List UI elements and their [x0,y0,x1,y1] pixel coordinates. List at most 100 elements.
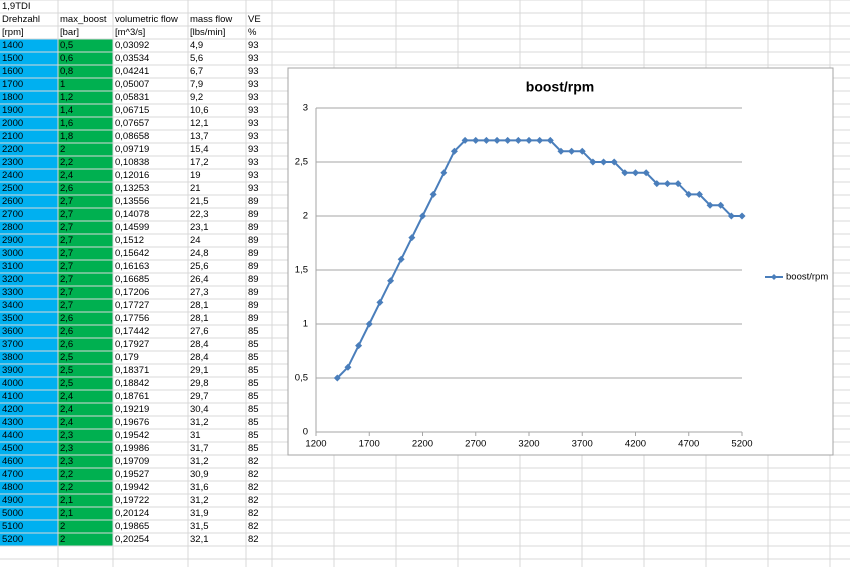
cell: 0,17442 [115,326,149,337]
data-point [621,169,629,177]
cell-fill [0,208,58,221]
data-point [514,136,522,144]
cell: 5,6 [190,53,203,64]
cell: 82 [248,521,259,532]
cell: 2,5 [60,352,73,363]
data-point [663,180,671,188]
cell: 93 [248,92,259,103]
cell: 27,3 [190,287,209,298]
cell-fill [58,364,113,377]
x-tick-label: 1700 [359,439,380,450]
y-tick-label: 2 [303,211,308,222]
cell: 4800 [2,482,23,493]
cell-fill [0,455,58,468]
cell: 1400 [2,40,23,51]
cell-fill [0,403,58,416]
cell-fill [58,338,113,351]
cell: 82 [248,534,259,545]
cell: 1,4 [60,105,73,116]
cell-fill [58,390,113,403]
data-point [461,136,469,144]
cell-fill [0,507,58,520]
cell-fill [58,130,113,143]
cell: 2500 [2,183,23,194]
cell: 93 [248,144,259,155]
cell: 0,05831 [115,92,149,103]
cell-fill [0,65,58,78]
data-point [632,169,639,177]
cell: 5000 [2,508,23,519]
cell: 2,6 [60,183,73,194]
cell-fill [0,273,58,286]
cell: 3400 [2,300,23,311]
data-point [429,190,437,198]
cell: 1,9TDI [2,1,31,12]
cell: 5100 [2,521,23,532]
data-point [493,136,501,144]
cell: 0,04241 [115,66,149,77]
cell: 1600 [2,66,23,77]
data-point [408,234,416,242]
cell: 0,10838 [115,157,149,168]
x-tick-label: 4700 [678,439,699,450]
cell: 89 [248,222,259,233]
data-point [674,180,682,188]
cell: 31,9 [190,508,209,519]
data-point [397,255,405,263]
cell: 2,7 [60,196,73,207]
cell: 30,9 [190,469,209,480]
cell: 6,7 [190,66,203,77]
cell-fill [0,156,58,169]
cell: 2 [60,521,65,532]
data-point [578,147,586,155]
legend-marker [771,274,777,280]
unit-cell: [m^3/s] [115,27,145,38]
cell-fill [0,390,58,403]
cell-fill [58,325,113,338]
cell: 2,5 [60,365,73,376]
cell-fill [0,429,58,442]
cell: 12,1 [190,118,209,129]
header-cell: volumetric flow [115,14,178,25]
cell: 1700 [2,79,23,90]
data-point [557,147,565,155]
cell: 93 [248,105,259,116]
cell-fill [58,91,113,104]
cell: 4400 [2,430,23,441]
data-point [419,212,426,220]
cell: 3000 [2,248,23,259]
cell-fill [58,403,113,416]
cell: 4900 [2,495,23,506]
cell: 82 [248,508,259,519]
cell: 17,2 [190,157,209,168]
cell: 4000 [2,378,23,389]
cell-fill [0,468,58,481]
cell: 0,19709 [115,456,149,467]
cell-fill [58,520,113,533]
cell-fill [58,52,113,65]
cell-fill [58,312,113,325]
cell: 0,19722 [115,495,149,506]
cell: 2,7 [60,209,73,220]
cell: 0,09719 [115,144,149,155]
cell-fill [58,156,113,169]
cell-fill [0,533,58,546]
cell: 29,7 [190,391,209,402]
cell: 93 [248,53,259,64]
cell: 1,8 [60,131,73,142]
unit-cell: % [248,27,257,38]
cell: 93 [248,183,259,194]
cell: 89 [248,261,259,272]
cell: 2900 [2,235,23,246]
cell-fill [0,78,58,91]
cell: 28,1 [190,313,209,324]
cell: 2,6 [60,313,73,324]
cell: 1900 [2,105,23,116]
cell: 2,7 [60,248,73,259]
cell: 85 [248,430,259,441]
cell: 31,7 [190,443,209,454]
cell: 2,2 [60,157,73,168]
cell-fill [58,455,113,468]
cell: 2,1 [60,495,73,506]
cell: 2,6 [60,339,73,350]
